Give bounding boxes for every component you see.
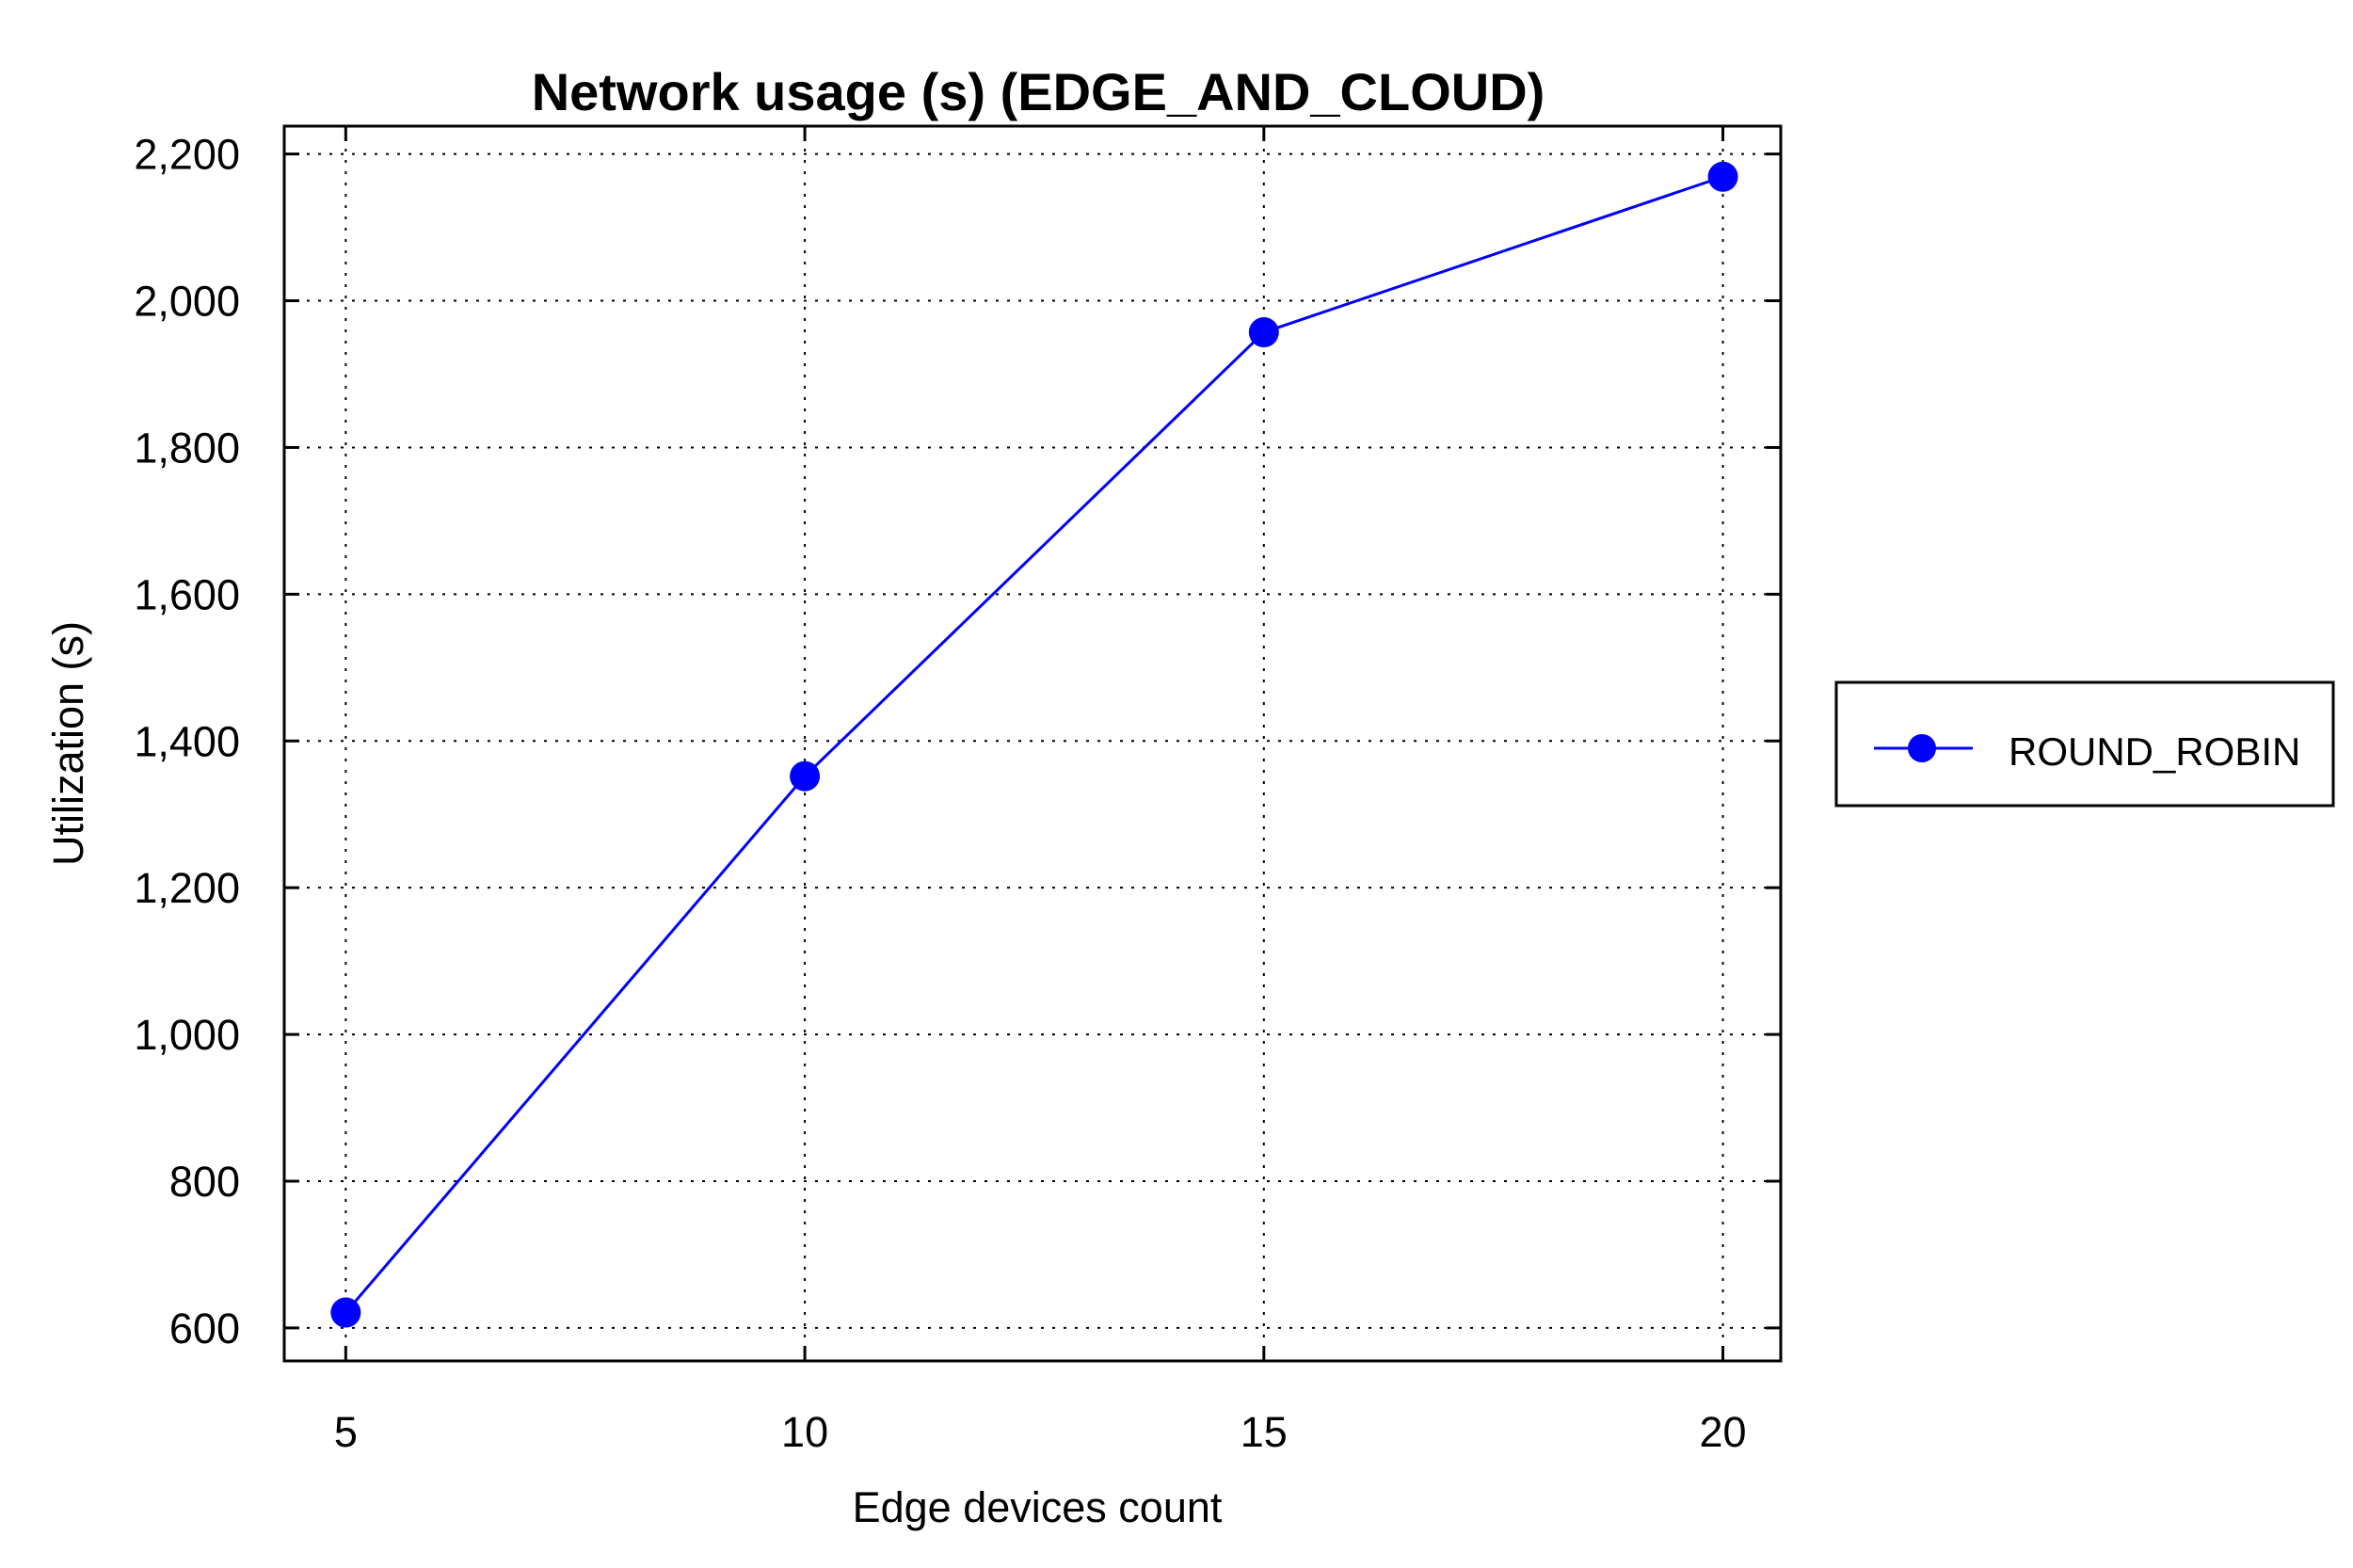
y-tick-label: 600 (169, 1304, 240, 1352)
data-point (1248, 317, 1279, 348)
x-tick-label: 5 (334, 1408, 358, 1456)
series-line (344, 175, 1724, 1314)
y-tick-label: 1,200 (134, 864, 240, 912)
tick-layer: 600 800 1,000 1,200 1,400 1,600 1,800 2,000 2,20… (134, 126, 1781, 1456)
x-tick-label: 15 (1241, 1408, 1288, 1456)
legend: ROUND_ROBIN (1834, 680, 2335, 808)
series-layer (330, 161, 1738, 1328)
y-tick-label: 1,800 (134, 424, 240, 472)
legend-series-marker (1908, 734, 1936, 762)
data-point (790, 760, 821, 792)
y-tick-label: 1,400 (134, 717, 240, 765)
y-tick-label: 2,000 (134, 278, 240, 326)
chart-title: Network usage (s) (EDGE_AND_CLOUD) (532, 62, 1545, 121)
legend-series-label: ROUND_ROBIN (2009, 729, 2300, 774)
y-tick-label: 800 (169, 1158, 240, 1206)
y-tick-label: 2,200 (134, 131, 240, 179)
data-point (1707, 161, 1738, 192)
x-axis-label: Edge devices count (853, 1483, 1223, 1531)
grid-layer (284, 126, 1781, 1361)
y-tick-label: 1,000 (134, 1011, 240, 1059)
x-tick-label: 20 (1700, 1408, 1747, 1456)
data-point (330, 1297, 361, 1328)
y-axis-label: Utilization (s) (44, 621, 92, 866)
y-tick-label: 1,600 (134, 570, 240, 618)
plot-frame (282, 124, 1783, 1363)
x-tick-label: 10 (781, 1408, 828, 1456)
